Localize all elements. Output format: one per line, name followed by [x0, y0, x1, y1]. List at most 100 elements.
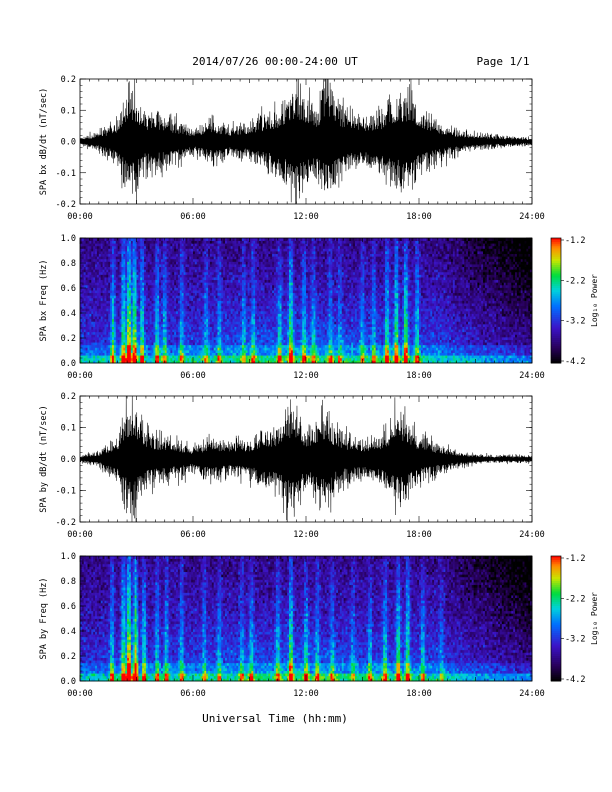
heatmap-cell	[89, 313, 92, 317]
heatmap-cell	[83, 336, 87, 340]
heatmap-cell	[200, 329, 203, 333]
heatmap-cell	[155, 282, 158, 286]
heatmap-cell	[91, 349, 94, 353]
heatmap-cell	[128, 269, 132, 273]
heatmap-cell	[172, 238, 175, 241]
heatmap-cell	[176, 261, 179, 265]
heatmap-cell	[193, 357, 196, 361]
heatmap-cell	[96, 297, 100, 301]
heatmap-cell	[144, 303, 147, 307]
heatmap-cell	[208, 279, 211, 283]
heatmap-cell	[106, 256, 109, 260]
heatmap-cell	[106, 321, 109, 325]
heatmap-cell	[211, 295, 215, 299]
heatmap-cell	[187, 323, 190, 327]
heatmap-cell	[196, 251, 200, 255]
heatmap-cell	[83, 308, 87, 312]
heatmap-cell	[209, 256, 213, 260]
heatmap-cell	[130, 248, 134, 252]
heatmap-cell	[95, 357, 98, 361]
heatmap-cell	[191, 256, 194, 260]
heatmap-cell	[147, 284, 151, 288]
heatmap-cell	[157, 284, 160, 288]
heatmap-cell	[142, 292, 145, 296]
heatmap-cell	[121, 245, 124, 249]
heatmap-cell	[98, 334, 102, 338]
heatmap-cell	[164, 336, 168, 340]
heatmap-cell	[176, 357, 179, 361]
heatmap-cell	[93, 261, 96, 265]
heatmap-cell	[145, 344, 149, 348]
heatmap-cell	[91, 352, 94, 356]
heatmap-cell	[95, 316, 98, 320]
heatmap-cell	[123, 303, 126, 307]
heatmap-cell	[134, 355, 137, 359]
heatmap-cell	[123, 284, 126, 288]
heatmap-cell	[153, 357, 156, 361]
heatmap-cell	[121, 271, 124, 275]
heatmap-cell	[193, 271, 196, 275]
heatmap-cell	[83, 240, 87, 244]
heatmap-cell	[185, 336, 188, 340]
heatmap-cell	[157, 310, 160, 314]
heatmap-cell	[185, 342, 188, 346]
heatmap-cell	[177, 261, 181, 265]
heatmap-cell	[206, 329, 209, 333]
heatmap-cell	[172, 342, 175, 346]
heatmap-cell	[170, 308, 173, 312]
heatmap-cell	[98, 344, 102, 348]
heatmap-cell	[142, 347, 145, 351]
heatmap-cell	[160, 251, 164, 255]
heatmap-cell	[187, 329, 190, 333]
heatmap-cell	[113, 308, 117, 312]
heatmap-cell	[166, 245, 169, 249]
heatmap-cell	[153, 316, 156, 320]
heatmap-cell	[170, 334, 173, 338]
heatmap-cell	[121, 258, 124, 262]
heatmap-cell	[189, 292, 192, 296]
heatmap-cell	[134, 342, 137, 346]
heatmap-cell	[136, 355, 139, 359]
heatmap-cell	[187, 349, 190, 353]
heatmap-cell	[112, 266, 115, 270]
heatmap-cell	[193, 339, 196, 343]
heatmap-cell	[177, 251, 181, 255]
heatmap-cell	[179, 269, 183, 273]
heatmap-cell	[96, 323, 100, 327]
heatmap-cell	[125, 292, 128, 296]
heatmap-cell	[177, 282, 181, 286]
heatmap-cell	[128, 251, 132, 255]
heatmap-cell	[144, 284, 147, 288]
heatmap-cell	[213, 297, 216, 301]
heatmap-cell	[136, 277, 139, 281]
heatmap-cell	[98, 297, 102, 301]
heatmap-cell	[144, 323, 147, 327]
heatmap-cell	[142, 313, 145, 317]
heatmap-cell	[202, 331, 205, 335]
heatmap-cell	[206, 290, 209, 294]
heatmap-cell	[130, 256, 134, 260]
heatmap-cell	[110, 342, 113, 346]
heatmap-cell	[144, 292, 147, 296]
heatmap-cell	[168, 240, 171, 244]
heatmap-cell	[98, 310, 102, 314]
heatmap-cell	[81, 339, 85, 343]
heatmap-cell	[106, 297, 109, 301]
heatmap-cell	[89, 336, 92, 340]
heatmap-cell	[140, 277, 143, 281]
heatmap-cell	[81, 256, 85, 260]
heatmap-cell	[174, 240, 177, 244]
heatmap-cell	[159, 295, 162, 299]
heatmap-cell	[112, 287, 115, 291]
heatmap-cell	[149, 261, 152, 265]
heatmap-cell	[208, 336, 211, 340]
heatmap-cell	[87, 264, 90, 268]
heatmap-cell	[160, 243, 164, 247]
heatmap-cell	[98, 269, 102, 273]
heatmap-cell	[193, 282, 196, 286]
heatmap-cell	[85, 347, 88, 351]
heatmap-cell	[177, 347, 181, 351]
heatmap-cell	[134, 284, 137, 288]
heatmap-cell	[168, 342, 171, 346]
heatmap-cell	[157, 287, 160, 291]
